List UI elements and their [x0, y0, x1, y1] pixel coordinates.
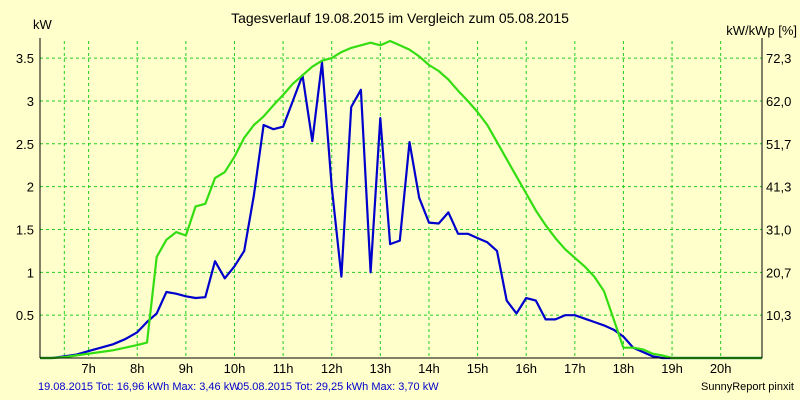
- y-tick-label-left-3: 3: [27, 94, 34, 109]
- gridlines: [40, 41, 762, 358]
- footer-legend-series1: 19.08.2015 Tot: 16,96 kWh Max: 3,46 kW: [38, 381, 240, 393]
- x-tick-label-12h: 12h: [321, 361, 343, 376]
- footer-legend-series2: 05.08.2015 Tot: 29,25 kWh Max: 3,70 kW: [237, 381, 439, 393]
- y-tick-label-left-2: 2: [27, 180, 34, 195]
- series-line-19.08.2015: [40, 61, 762, 360]
- y-tick-label-left-3.5: 3.5: [16, 51, 34, 66]
- y-tick-label-right-72,3: 72,3: [766, 51, 791, 66]
- x-tick-label-19h: 19h: [661, 361, 683, 376]
- footer-series2-text: 05.08.2015 Tot: 29,25 kWh Max: 3,70 kW: [237, 381, 439, 393]
- y-tick-label-right-20,7: 20,7: [766, 265, 791, 280]
- x-tick-label-16h: 16h: [515, 361, 537, 376]
- x-tick-label-8h: 8h: [130, 361, 144, 376]
- y-tick-label-left-0.5: 0.5: [16, 308, 34, 323]
- x-tick-label-14h: 14h: [418, 361, 440, 376]
- footer-credit-text: SunnyReport pinxit: [701, 381, 794, 393]
- y-tick-label-left-2.5: 2.5: [16, 137, 34, 152]
- x-tick-label-11h: 11h: [273, 361, 294, 376]
- x-tick-label-20h: 20h: [710, 361, 732, 376]
- y-tick-label-right-51,7: 51,7: [766, 137, 791, 152]
- x-tick-label-18h: 18h: [613, 361, 635, 376]
- y-axis-right-label: kW/kWp [%]: [726, 23, 797, 38]
- y-tick-label-right-41,3: 41,3: [766, 180, 791, 195]
- y-tick-label-right-31,0: 31,0: [766, 222, 791, 237]
- x-tick-label-13h: 13h: [369, 361, 391, 376]
- y-tick-label-right-62,0: 62,0: [766, 94, 791, 109]
- x-tick-label-15h: 15h: [467, 361, 489, 376]
- y-axis-left-label: kW: [33, 17, 53, 32]
- y-tick-label-left-1.5: 1.5: [16, 222, 34, 237]
- y-tick-label-left-1: 1: [27, 265, 34, 280]
- series-lines: [40, 39, 762, 360]
- chart-title: Tagesverlauf 19.08.2015 im Vergleich zum…: [231, 10, 569, 26]
- series-line-05.08.2015: [40, 39, 762, 360]
- x-tick-label-10h: 10h: [224, 361, 246, 376]
- x-tick-label-7h: 7h: [81, 361, 95, 376]
- footer-credit: SunnyReport pinxit: [701, 381, 794, 393]
- x-tick-label-17h: 17h: [564, 361, 586, 376]
- x-tick-label-9h: 9h: [179, 361, 193, 376]
- footer-series1-text: 19.08.2015 Tot: 16,96 kWh Max: 3,46 kW: [38, 381, 240, 393]
- axes: [39, 38, 763, 359]
- tick-labels: 7h 8h 9h 10h 11h 12h 13h 14h 15h 16h 17h 18h 19h 20h 0…: [16, 51, 791, 376]
- y-tick-label-right-10,3: 10,3: [766, 308, 791, 323]
